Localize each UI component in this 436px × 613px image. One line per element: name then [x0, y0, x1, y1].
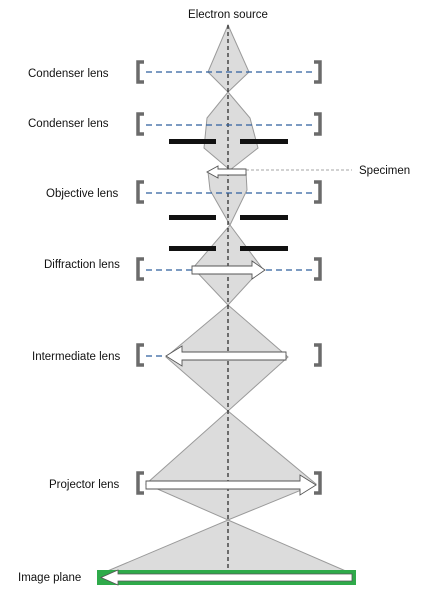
intermediate-lens-left-bracket [136, 343, 146, 367]
specimen-label: Specimen [359, 165, 410, 177]
beam-condenser-diamond [203, 91, 259, 171]
selected-area-aperture-right [240, 246, 288, 251]
projector-lens-label: Projector lens [49, 479, 120, 491]
objective-lens-left-bracket [136, 180, 146, 204]
projector-lens-left-bracket [136, 471, 146, 495]
intermediate-lens-label: Intermediate lens [32, 351, 120, 363]
diffraction-lens-label: Diffraction lens [44, 259, 120, 271]
diffraction-lens-left-bracket [136, 257, 146, 281]
objective-lens-right-bracket [312, 180, 322, 204]
projector-image-arrow [145, 474, 317, 496]
condenser-lens-2-right-bracket [312, 112, 322, 136]
condenser-lens-2-label: Condenser lens [28, 118, 109, 130]
intermediate-image-arrow [165, 345, 287, 367]
objective-lens-label: Objective lens [46, 188, 118, 200]
specimen-arrow [206, 165, 247, 179]
electron-source-label: Electron source [188, 9, 268, 21]
beam-projector-diamond [145, 410, 317, 521]
electron-beam [97, 23, 356, 576]
condenser-lens-2-left-bracket [136, 112, 146, 136]
intermediate-lens-right-bracket [312, 343, 322, 367]
condenser-aperture-right [240, 139, 288, 144]
condenser-lens-1-label: Condenser lens [28, 68, 109, 80]
diffraction-image-arrow [191, 260, 266, 280]
image-plane-arrow [100, 569, 353, 586]
image-plane-label: Image plane [18, 572, 81, 584]
condenser-aperture-left [169, 139, 216, 144]
selected-area-aperture-left [169, 246, 216, 251]
objective-aperture-right [240, 215, 288, 220]
diffraction-lens-right-bracket [312, 257, 322, 281]
condenser-lens-1-left-bracket [136, 60, 146, 84]
objective-aperture-left [169, 215, 216, 220]
condenser-lens-1-right-bracket [312, 60, 322, 84]
beam-image-triangle [97, 519, 356, 576]
